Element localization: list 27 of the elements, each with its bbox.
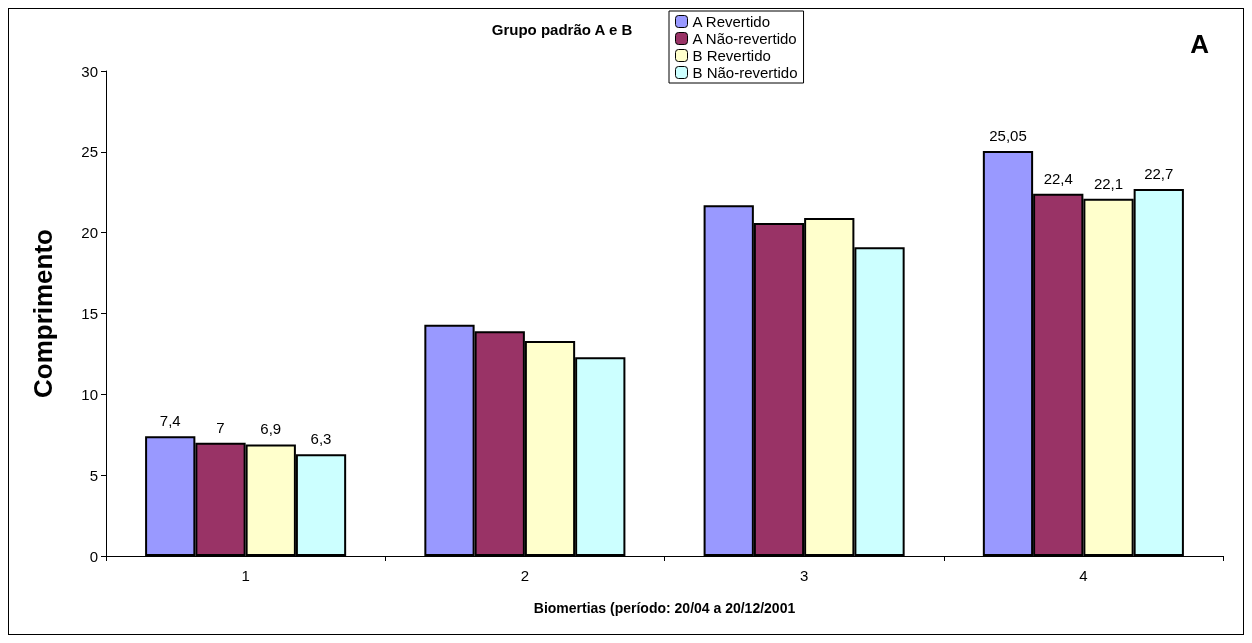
legend-label: A Revertido: [692, 13, 771, 30]
data-label: 7: [216, 418, 225, 436]
y-tick-label: 0: [89, 547, 98, 565]
data-label: 25,05: [989, 127, 1027, 145]
y-tick-label: 5: [89, 466, 98, 484]
y-tick-label: 20: [81, 224, 98, 242]
y-tick-label: 15: [81, 305, 98, 322]
y-tick-label: 25: [81, 143, 98, 161]
x-tick-label: 1: [241, 567, 250, 584]
x-tick-label: 3: [799, 567, 809, 584]
y-tick-label: 30: [81, 62, 98, 80]
data-label: 22,4: [1043, 169, 1073, 187]
data-label: 6,9: [260, 420, 282, 438]
legend-label: B Revertido: [692, 47, 771, 64]
data-label: 7,4: [159, 412, 181, 430]
y-tick-label: 10: [81, 385, 98, 403]
data-label: 6,3: [310, 430, 332, 448]
legend-label: B Não-revertido: [692, 64, 798, 81]
legend-label: A Não-revertido: [692, 30, 797, 47]
x-tick-label: 2: [520, 567, 530, 584]
text: A: [1190, 29, 1210, 59]
x-axis-title: Biomertias (período: 20/04 a 20/12/2001: [533, 600, 796, 616]
data-label: 22,1: [1093, 174, 1124, 192]
data-label: 22,7: [1144, 165, 1174, 183]
chart-title: Grupo padrão A e B: [491, 21, 633, 38]
x-tick-label: 4: [1079, 567, 1088, 584]
y-axis-title: Comprimento: [28, 229, 58, 398]
